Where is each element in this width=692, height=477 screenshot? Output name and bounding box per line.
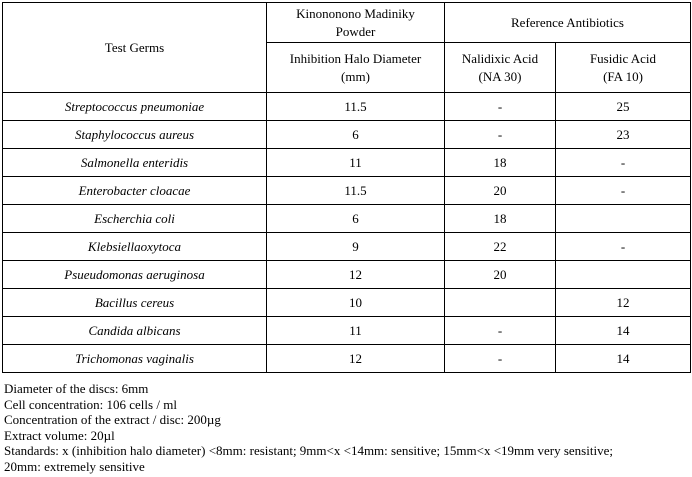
reference-antibiotics-header: Reference Antibiotics — [444, 2, 691, 43]
germ-name-cell: Salmonella enteridis — [2, 148, 267, 177]
nalidixic-value-cell: 18 — [444, 148, 556, 177]
nalidixic-value-cell: - — [444, 120, 556, 149]
halo-value-cell: 11.5 — [266, 92, 445, 121]
halo-value-cell: 10 — [266, 288, 445, 317]
note-cell-concentration: Cell concentration: 106 cells / ml — [4, 396, 177, 412]
note-extract-concentration: Concentration of the extract / disc: 200… — [4, 412, 221, 428]
nalidixic-value-cell: 18 — [444, 204, 556, 233]
fusidic-value-cell: - — [555, 176, 691, 205]
fusidic-value-cell: 25 — [555, 92, 691, 121]
table-row: Bacillus cereus 10 12 — [2, 288, 691, 317]
note-standards: Standards: x (inhibition halo diameter) … — [4, 443, 613, 459]
fusidic-acid-header: Fusidic Acid (FA 10) — [555, 42, 691, 93]
germ-name-cell: Enterobacter cloacae — [2, 176, 267, 205]
nalidixic-acid-header: Nalidixic Acid (NA 30) — [444, 42, 556, 93]
fusidic-value-cell: - — [555, 232, 691, 261]
test-germs-header: Test Germs — [2, 2, 267, 93]
table-row: Enterobacter cloacae 11.5 20 - — [2, 176, 691, 205]
halo-value-cell: 12 — [266, 260, 445, 289]
germ-name-cell: Psueudomonas aeruginosa — [2, 260, 267, 289]
table-row: Candida albicans 11 - 14 — [2, 316, 691, 345]
table-row: Staphylococcus aureus 6 - 23 — [2, 120, 691, 149]
table-row: Salmonella enteridis 11 18 - — [2, 148, 691, 177]
table-row: Streptococcus pneumoniae 11.5 - 25 — [2, 92, 691, 121]
fusidic-value-cell: - — [555, 148, 691, 177]
nalidixic-value-cell: - — [444, 316, 556, 345]
germ-name-cell: Streptococcus pneumoniae — [2, 92, 267, 121]
table-row: Trichomonas vaginalis 12 - 14 — [2, 344, 691, 373]
note-disc-diameter: Diameter of the discs: 6mm — [4, 381, 149, 396]
germ-name-cell: Staphylococcus aureus — [2, 120, 267, 149]
table-header-row-groups: Test Germs Kinononono Madiniky Powder Re… — [2, 2, 691, 93]
germ-name-cell: Bacillus cereus — [2, 288, 267, 317]
nalidixic-value-cell: 22 — [444, 232, 556, 261]
note-standards-continued: 20mm: extremely sensitive — [4, 458, 145, 474]
nalidixic-value-cell — [444, 288, 556, 317]
halo-value-cell: 11 — [266, 316, 445, 345]
fusidic-value-cell: 12 — [555, 288, 691, 317]
table-row: Psueudomonas aeruginosa 12 20 — [2, 260, 691, 289]
nalidixic-value-cell: - — [444, 344, 556, 373]
germ-name-cell: Klebsiellaoxytoca — [2, 232, 267, 261]
inhibition-halo-header: Inhibition Halo Diameter (mm) — [266, 42, 445, 93]
fusidic-value-cell: 14 — [555, 344, 691, 373]
nalidixic-value-cell: - — [444, 92, 556, 121]
note-extract-volume: Extract volume: 20µl — [4, 427, 115, 443]
fusidic-value-cell: 14 — [555, 316, 691, 345]
halo-value-cell: 11.5 — [266, 176, 445, 205]
fusidic-value-cell: 23 — [555, 120, 691, 149]
nalidixic-value-cell: 20 — [444, 260, 556, 289]
table-footnotes: Diameter of the discs: 6mm Cell concentr… — [4, 381, 692, 475]
halo-value-cell: 11 — [266, 148, 445, 177]
halo-value-cell: 6 — [266, 120, 445, 149]
table-row: Klebsiellaoxytoca 9 22 - — [2, 232, 691, 261]
table-row: Escherchia coli 6 18 — [2, 204, 691, 233]
germ-name-cell: Trichomonas vaginalis — [2, 344, 267, 373]
halo-value-cell: 12 — [266, 344, 445, 373]
powder-group-header: Kinononono Madiniky Powder — [266, 2, 445, 43]
nalidixic-value-cell: 20 — [444, 176, 556, 205]
germ-name-cell: Escherchia coli — [2, 204, 267, 233]
halo-value-cell: 6 — [266, 204, 445, 233]
fusidic-value-cell — [555, 204, 691, 233]
fusidic-value-cell — [555, 260, 691, 289]
germ-name-cell: Candida albicans — [2, 316, 267, 345]
halo-value-cell: 9 — [266, 232, 445, 261]
results-table: Test Germs Kinononono Madiniky Powder Re… — [2, 2, 691, 373]
